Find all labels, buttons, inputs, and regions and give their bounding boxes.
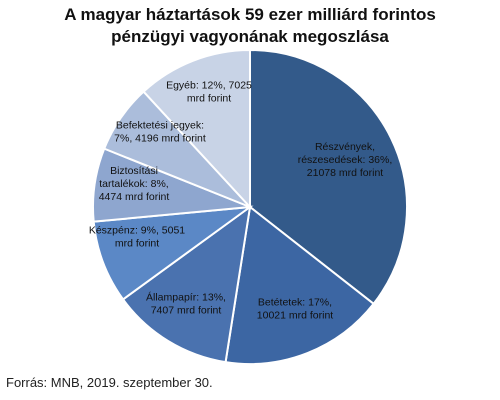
slice-label-line: részesedések: 36%, — [298, 154, 393, 166]
pie-slice-egyeb — [142, 48, 251, 210]
slice-label-line: 7407 mrd forint — [151, 305, 222, 317]
source-note: Forrás: MNB, 2019. szeptember 30. — [6, 375, 213, 390]
slice-label-keszpenz: Készpénz: 9%, 5051 mrd forint — [89, 225, 185, 250]
slice-label-betetek: Betétetek: 17%, 10021 mrd forint — [257, 297, 334, 322]
slice-label-line: Biztosítási — [110, 165, 158, 177]
pie-slice-reszvenyek — [249, 48, 408, 306]
pie-slices — [92, 48, 408, 365]
slice-label-reszvenyek: Részvények, részesedések: 36%, 21078 mrd f… — [298, 141, 393, 179]
pie-slice-betetek — [224, 205, 376, 365]
slice-label-allampapir: Állampapír: 13%, 7407 mrd forint — [146, 291, 226, 317]
slice-label-line: mrd forint — [115, 238, 159, 250]
slice-label-line: 4474 mrd forint — [99, 191, 170, 203]
slice-label-line: 10021 mrd forint — [257, 310, 334, 322]
pie-slice-keszpenz — [92, 205, 254, 301]
slice-label-line: Egyéb: 12%, 7025 — [166, 80, 252, 92]
slice-label-line: Állampapír: 13%, — [146, 291, 226, 304]
slice-label-line: Készpénz: 9%, 5051 — [89, 225, 185, 237]
slice-label-line: Részvények, — [315, 141, 375, 153]
pie-labels: Részvények, részesedések: 36%, 21078 mrd f… — [89, 80, 392, 322]
slice-label-line: Befektetési jegyek: — [116, 120, 204, 132]
slice-label-biztositasi: Biztosítási tartalékok: 8%, 4474 mrd forin… — [99, 165, 170, 203]
slice-label-line: Betétetek: 17%, — [258, 297, 332, 309]
slice-label-line: 21078 mrd forint — [307, 167, 384, 179]
slice-label-line: mrd forint — [187, 93, 231, 105]
chart-title: A magyar háztartások 59 ezer milliárd fo… — [0, 4, 500, 48]
chart-title-line-2: pénzügyi vagyonának megoszlása — [111, 27, 389, 46]
slice-label-befektetesi: Befektetési jegyek: 7%, 4196 mrd forint — [114, 120, 206, 145]
slice-label-line: tartalékok: 8%, — [99, 178, 168, 190]
slice-label-line: 7%, 4196 mrd forint — [114, 133, 206, 145]
pie-slice-allampapir — [121, 204, 252, 364]
chart-title-line-1: A magyar háztartások 59 ezer milliárd fo… — [64, 5, 436, 24]
slice-label-egyeb: Egyéb: 12%, 7025 mrd forint — [166, 80, 252, 105]
